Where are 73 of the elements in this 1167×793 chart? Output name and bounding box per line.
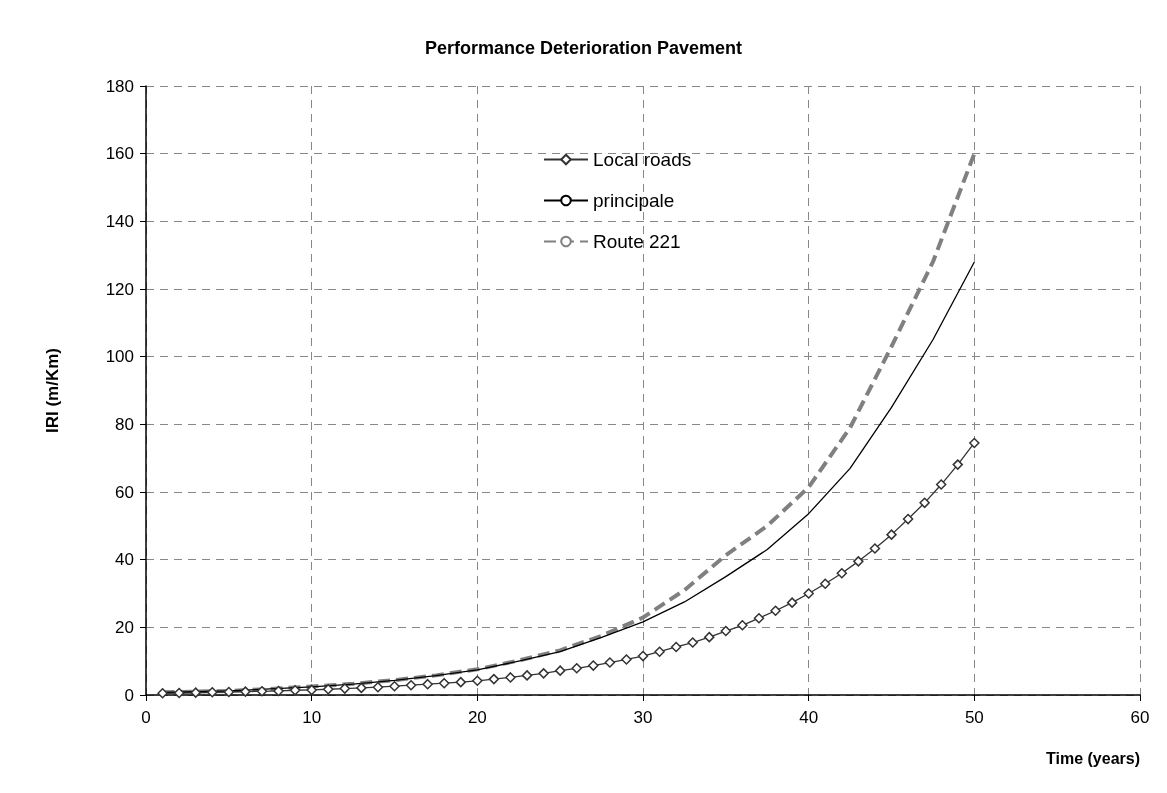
point	[554, 665, 566, 676]
point	[737, 620, 748, 631]
point	[356, 682, 367, 694]
point	[803, 588, 814, 599]
point	[538, 668, 549, 679]
point	[720, 625, 732, 637]
x-tick-label: 40	[799, 708, 819, 727]
point	[704, 631, 715, 643]
point	[190, 687, 201, 698]
point	[753, 612, 765, 624]
point	[173, 687, 185, 699]
y-tick-label: 180	[105, 76, 134, 96]
point	[223, 686, 235, 698]
y-tick-label: 100	[105, 347, 134, 367]
point	[256, 686, 268, 697]
x-tick-label: 0	[141, 708, 151, 727]
x-tick-label: 20	[467, 708, 487, 727]
point	[670, 641, 682, 653]
point	[455, 676, 467, 688]
y-tick-label: 160	[105, 144, 134, 164]
point	[207, 687, 218, 698]
y-tick-label: 80	[115, 414, 134, 434]
point	[289, 685, 301, 696]
y-tick-label: 60	[115, 482, 134, 502]
x-tick-label: 30	[633, 708, 653, 727]
y-tick-label: 20	[115, 617, 134, 637]
point	[687, 637, 698, 648]
point	[521, 670, 533, 681]
point	[770, 605, 781, 617]
point	[886, 529, 897, 540]
point	[405, 679, 417, 691]
y-axis-title: IRI (m/Km)	[43, 348, 62, 433]
y-tick-label: 40	[115, 550, 134, 570]
point	[969, 437, 980, 449]
point	[952, 459, 964, 470]
point	[836, 567, 848, 579]
x-tick-label: 50	[964, 708, 984, 727]
legend-label: principale	[593, 190, 675, 211]
point	[819, 578, 831, 589]
x-axis-title: Time (years)	[1046, 749, 1140, 767]
x-tick-label: 60	[1130, 708, 1150, 727]
point	[621, 654, 632, 665]
chart-title: Performance Deterioration Pavement	[424, 38, 743, 58]
point	[786, 597, 798, 608]
point	[438, 677, 450, 689]
point	[654, 646, 665, 657]
legend-label: Route 221	[593, 231, 681, 252]
point	[240, 686, 251, 697]
point	[157, 688, 168, 699]
y-tick-label: 0	[124, 685, 134, 705]
point	[604, 657, 616, 668]
point	[571, 663, 582, 674]
point	[339, 683, 351, 694]
point	[322, 684, 334, 695]
point	[306, 684, 317, 696]
point	[389, 680, 400, 692]
point	[472, 675, 483, 687]
x-tick-label: 10	[302, 708, 322, 727]
point	[869, 543, 881, 554]
y-tick-label: 120	[105, 279, 134, 299]
point	[919, 497, 930, 509]
point	[422, 678, 433, 690]
point	[372, 681, 384, 693]
point	[273, 685, 284, 697]
legend-label: Local roads	[593, 149, 692, 170]
point	[637, 650, 649, 662]
point	[505, 672, 516, 683]
point	[588, 660, 599, 671]
point	[488, 673, 500, 685]
point	[853, 556, 864, 567]
point	[935, 479, 947, 490]
point	[902, 513, 914, 525]
y-tick-label: 140	[105, 211, 134, 231]
